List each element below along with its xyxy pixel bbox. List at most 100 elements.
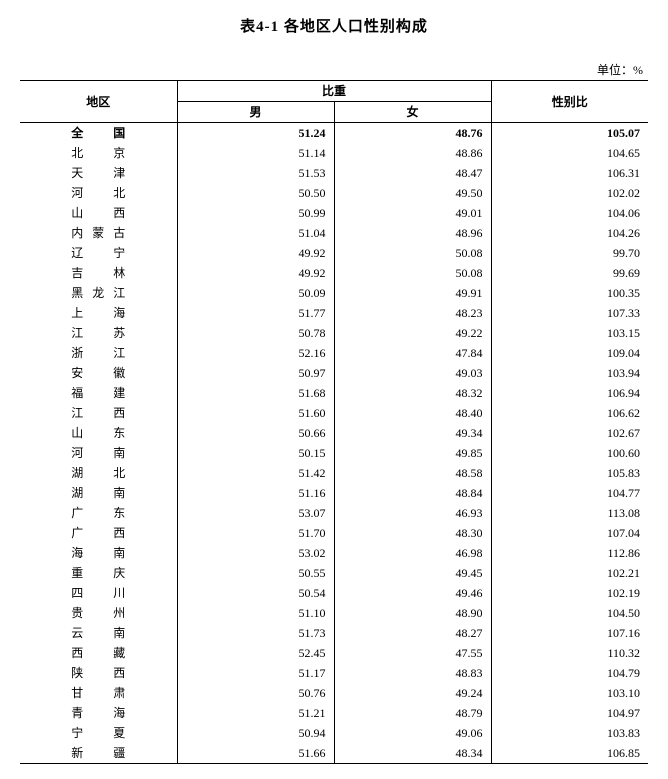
table-row: 西 藏52.4547.55110.32 [20,643,648,663]
cell-ratio: 102.02 [491,183,648,203]
cell-female: 48.30 [334,523,491,543]
table-row: 江 西51.6048.40106.62 [20,403,648,423]
cell-ratio: 105.07 [491,123,648,144]
cell-ratio: 109.04 [491,343,648,363]
cell-region: 北 京 [20,143,177,163]
cell-female: 49.85 [334,443,491,463]
cell-ratio: 106.62 [491,403,648,423]
data-table: 地区 比重 性别比 男 女 全 国51.2448.76105.07北 京51.1… [20,80,648,764]
cell-ratio: 103.83 [491,723,648,743]
cell-region: 广 东 [20,503,177,523]
table-row: 青 海51.2148.79104.97 [20,703,648,723]
cell-ratio: 103.15 [491,323,648,343]
cell-region: 天 津 [20,163,177,183]
table-row: 上 海51.7748.23107.33 [20,303,648,323]
cell-male: 50.94 [177,723,334,743]
cell-male: 50.54 [177,583,334,603]
cell-male: 50.15 [177,443,334,463]
cell-region: 宁 夏 [20,723,177,743]
cell-region: 云 南 [20,623,177,643]
cell-ratio: 100.35 [491,283,648,303]
cell-male: 51.24 [177,123,334,144]
cell-region: 青 海 [20,703,177,723]
cell-region: 辽 宁 [20,243,177,263]
cell-ratio: 105.83 [491,463,648,483]
cell-female: 48.86 [334,143,491,163]
cell-male: 53.02 [177,543,334,563]
cell-ratio: 104.97 [491,703,648,723]
cell-female: 48.34 [334,743,491,764]
cell-female: 46.93 [334,503,491,523]
table-row: 陕 西51.1748.83104.79 [20,663,648,683]
cell-female: 48.76 [334,123,491,144]
cell-male: 52.45 [177,643,334,663]
cell-region: 贵 州 [20,603,177,623]
table-row: 山 西50.9949.01104.06 [20,203,648,223]
cell-ratio: 102.19 [491,583,648,603]
cell-female: 48.58 [334,463,491,483]
cell-male: 53.07 [177,503,334,523]
cell-female: 49.34 [334,423,491,443]
table-row: 河 北50.5049.50102.02 [20,183,648,203]
cell-region: 上 海 [20,303,177,323]
cell-ratio: 110.32 [491,643,648,663]
cell-region: 山 西 [20,203,177,223]
cell-male: 50.66 [177,423,334,443]
table-row: 重 庆50.5549.45102.21 [20,563,648,583]
cell-region: 四 川 [20,583,177,603]
cell-female: 49.22 [334,323,491,343]
cell-female: 48.47 [334,163,491,183]
cell-female: 50.08 [334,263,491,283]
cell-region: 内蒙古 [20,223,177,243]
cell-region: 甘 肃 [20,683,177,703]
cell-region: 浙 江 [20,343,177,363]
header-male: 男 [177,102,334,123]
header-ratio: 性别比 [491,81,648,123]
header-region: 地区 [20,81,177,123]
cell-male: 50.76 [177,683,334,703]
cell-male: 51.10 [177,603,334,623]
cell-male: 51.68 [177,383,334,403]
table-row: 辽 宁49.9250.0899.70 [20,243,648,263]
table-row: 新 疆51.6648.34106.85 [20,743,648,764]
cell-ratio: 107.04 [491,523,648,543]
cell-region: 江 西 [20,403,177,423]
cell-region: 重 庆 [20,563,177,583]
header-female: 女 [334,102,491,123]
cell-female: 48.84 [334,483,491,503]
cell-male: 52.16 [177,343,334,363]
cell-ratio: 113.08 [491,503,648,523]
cell-female: 48.83 [334,663,491,683]
cell-female: 47.84 [334,343,491,363]
cell-male: 51.70 [177,523,334,543]
cell-female: 48.27 [334,623,491,643]
cell-female: 49.50 [334,183,491,203]
cell-ratio: 107.33 [491,303,648,323]
cell-region: 西 藏 [20,643,177,663]
cell-female: 48.32 [334,383,491,403]
cell-region: 山 东 [20,423,177,443]
table-row: 江 苏50.7849.22103.15 [20,323,648,343]
cell-ratio: 103.94 [491,363,648,383]
cell-male: 51.04 [177,223,334,243]
cell-ratio: 106.31 [491,163,648,183]
cell-male: 50.09 [177,283,334,303]
cell-region: 河 南 [20,443,177,463]
cell-female: 48.90 [334,603,491,623]
cell-ratio: 112.86 [491,543,648,563]
cell-female: 49.06 [334,723,491,743]
cell-male: 51.21 [177,703,334,723]
cell-female: 46.98 [334,543,491,563]
cell-region: 江 苏 [20,323,177,343]
cell-ratio: 104.50 [491,603,648,623]
table-row: 四 川50.5449.46102.19 [20,583,648,603]
cell-region: 吉 林 [20,263,177,283]
cell-region: 全 国 [20,123,177,144]
cell-region: 新 疆 [20,743,177,764]
cell-region: 福 建 [20,383,177,403]
table-row: 天 津51.5348.47106.31 [20,163,648,183]
table-row: 海 南53.0246.98112.86 [20,543,648,563]
cell-ratio: 107.16 [491,623,648,643]
table-row: 湖 南51.1648.84104.77 [20,483,648,503]
cell-female: 48.23 [334,303,491,323]
